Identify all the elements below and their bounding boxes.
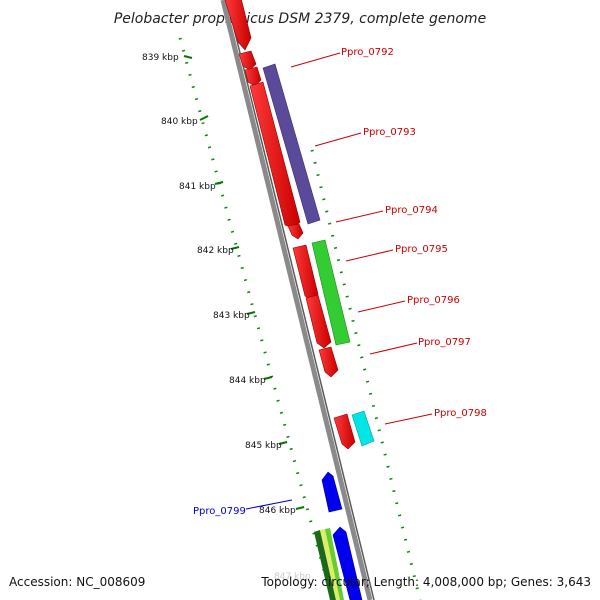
gene-arrow-green[interactable] [311, 239, 351, 346]
kbp-label-faded: 847 kbp [274, 572, 311, 582]
gene-arrow-multicolor[interactable] [325, 528, 344, 600]
gene-label-ppro-0799[interactable]: Ppro_0799 [193, 506, 246, 517]
gene-arrow-red[interactable] [333, 413, 356, 450]
kbp-label: 840 kbp [161, 117, 198, 127]
kbp-label: 845 kbp [245, 441, 282, 451]
gene-label-ppro-0793[interactable]: Ppro_0793 [363, 127, 416, 138]
gene-arrow-red[interactable] [318, 346, 339, 378]
gene-arrow-blue[interactable] [332, 526, 363, 600]
label-leader-lines [245, 52, 433, 510]
kbp-label: 841 kbp [179, 182, 216, 192]
gene-arrows[interactable] [224, 0, 356, 450]
gene-label-ppro-0794[interactable]: Ppro_0794 [385, 205, 438, 216]
genome-backbone [220, 0, 373, 600]
gene-arrow-cyan[interactable] [351, 410, 375, 447]
gene-arrow-multicolor[interactable] [314, 530, 336, 600]
accession-text: Accession: NC_008609 [9, 575, 145, 589]
kbp-label: 846 kbp [259, 506, 296, 516]
gene-arrow-red[interactable] [305, 294, 332, 349]
gene-label-ppro-0797[interactable]: Ppro_0797 [418, 337, 471, 348]
topology-text: Topology: circular; Length: 4,008,000 bp… [260, 575, 591, 589]
gene-arrow-multicolor[interactable] [320, 529, 340, 600]
genome-backbone-shadow [226, 0, 375, 600]
gene-arrow-red[interactable] [238, 50, 257, 71]
gene-arrow-red[interactable] [287, 223, 304, 240]
kbp-label: 844 kbp [229, 376, 266, 386]
gene-label-ppro-0792[interactable]: Ppro_0792 [341, 47, 394, 58]
gene-arrow-red[interactable] [244, 66, 262, 87]
gene-label-ppro-0796[interactable]: Ppro_0796 [407, 295, 460, 306]
map-title: Pelobacter propionicus DSM 2379, complet… [114, 11, 486, 27]
gene-arrow-red[interactable] [224, 0, 252, 51]
gene-label-ppro-0795[interactable]: Ppro_0795 [395, 244, 448, 255]
kbp-label: 843 kbp [213, 311, 250, 321]
kbp-label: 839 kbp [142, 53, 179, 63]
gene-label-ppro-0798[interactable]: Ppro_0798 [434, 408, 487, 419]
kbp-label: 842 kbp [197, 246, 234, 256]
kbp-tick-marks [183, 55, 305, 510]
gene-arrow-blue[interactable] [321, 471, 343, 513]
gene-arrow-purple[interactable] [262, 63, 321, 225]
